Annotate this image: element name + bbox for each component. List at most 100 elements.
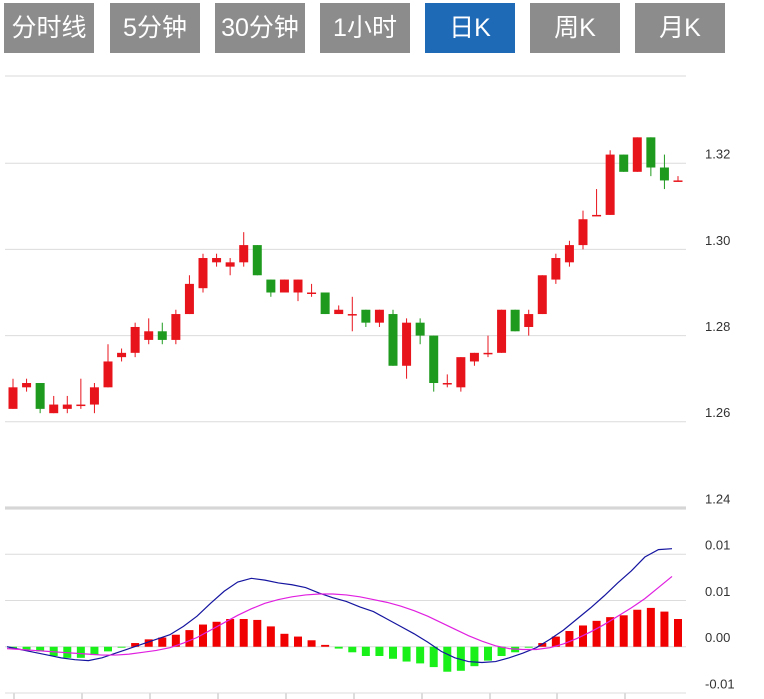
macd-bar <box>253 619 262 647</box>
y-tick-label: 1.32 <box>705 147 730 162</box>
macd-bar <box>266 626 275 647</box>
macd-bar <box>375 646 384 656</box>
candle-body <box>252 245 262 276</box>
macd-bar <box>158 637 167 647</box>
candle-body <box>388 314 398 366</box>
macd-bar <box>36 646 45 652</box>
tab[interactable]: 5分钟 <box>110 3 200 53</box>
candle-body <box>429 335 439 384</box>
candle-body <box>22 383 32 388</box>
candle-body <box>592 214 602 217</box>
candle-body <box>184 283 194 315</box>
candle-body <box>266 279 276 293</box>
macd-bar <box>674 619 682 647</box>
candle-body <box>659 167 669 181</box>
tab[interactable]: 1小时 <box>320 3 410 53</box>
y-tick-label: 1.26 <box>705 405 730 420</box>
tab[interactable]: 日K <box>425 3 515 53</box>
macd-bar <box>389 646 397 659</box>
candle-body <box>334 309 344 315</box>
macd-bar <box>76 646 85 658</box>
candle-body <box>130 326 140 353</box>
macd-bar <box>470 646 479 667</box>
candle-body <box>62 404 72 409</box>
macd-bar <box>402 646 411 662</box>
candle-body <box>103 361 113 388</box>
macd-bar <box>90 646 99 656</box>
candle-body <box>239 245 249 263</box>
macd-bar <box>606 617 615 647</box>
candle-body <box>8 387 18 409</box>
candle-body <box>673 180 683 182</box>
tab[interactable]: 周K <box>530 3 620 53</box>
y-tick-label: 1.30 <box>705 233 730 248</box>
candle-body <box>198 258 208 289</box>
candle-body <box>144 331 154 340</box>
macd-bar <box>321 644 330 647</box>
candle-body <box>632 137 642 172</box>
macd-bar <box>348 646 357 653</box>
candle-body <box>497 309 507 353</box>
candle-body <box>347 314 357 316</box>
candle-body <box>442 383 452 385</box>
macd-bar <box>484 646 492 661</box>
candle-body <box>307 292 317 294</box>
candle-body <box>456 357 466 388</box>
candle-body <box>619 154 629 172</box>
candle-body <box>402 322 412 366</box>
candle-body <box>212 258 222 263</box>
macd-line <box>6 575 673 656</box>
candle-body <box>510 309 520 332</box>
macd-bar <box>456 646 465 671</box>
candle-body <box>374 309 384 323</box>
candle-body <box>483 352 493 355</box>
macd-bar <box>660 611 669 647</box>
y-tick-label: 0.00 <box>705 630 730 645</box>
candle-body <box>551 258 561 280</box>
candle-body <box>361 309 371 323</box>
tab-bar: 分时线 5分钟 30分钟 1小时 日K 周K 月K <box>0 3 764 53</box>
macd-line <box>6 548 673 664</box>
macd-bar <box>104 646 112 652</box>
candle-body <box>76 404 86 407</box>
candle-body <box>469 352 479 362</box>
macd-bar <box>171 634 180 647</box>
macd-bar <box>551 636 560 647</box>
macd-bar <box>280 633 289 647</box>
tab[interactable]: 30分钟 <box>215 3 305 53</box>
macd-bar <box>131 643 140 647</box>
macd-bar <box>334 646 343 649</box>
macd-bar <box>633 609 642 647</box>
candle-body <box>157 331 167 340</box>
y-tick-label: 1.28 <box>705 319 730 334</box>
macd-bar <box>646 607 655 647</box>
macd-bar <box>429 646 438 668</box>
macd-bar <box>307 640 316 647</box>
macd-bar <box>117 646 126 648</box>
macd-bar <box>361 646 370 656</box>
macd-bar <box>22 646 31 650</box>
tab[interactable]: 分时线 <box>4 3 94 53</box>
candle-body <box>605 154 615 215</box>
macd-bar <box>524 646 533 648</box>
macd-bar <box>497 646 506 656</box>
candle-body <box>89 387 99 405</box>
macd-bar <box>239 619 248 647</box>
macd-bar <box>592 620 601 647</box>
y-tick-label: 0.01 <box>705 538 730 553</box>
y-tick-label: 1.24 <box>705 491 730 506</box>
tab[interactable]: 月K <box>635 3 725 53</box>
candle-body <box>49 404 59 414</box>
macd-bar <box>144 639 153 647</box>
macd-bar <box>226 619 235 647</box>
candle-body <box>117 352 127 358</box>
candle-body <box>171 314 181 340</box>
x-axis-ticks <box>13 693 626 699</box>
candle-body <box>320 292 330 315</box>
y-tick-label: 0.01 <box>705 584 730 599</box>
candle-body <box>524 314 534 327</box>
macd-bar <box>565 631 574 647</box>
candle-body <box>537 275 547 315</box>
